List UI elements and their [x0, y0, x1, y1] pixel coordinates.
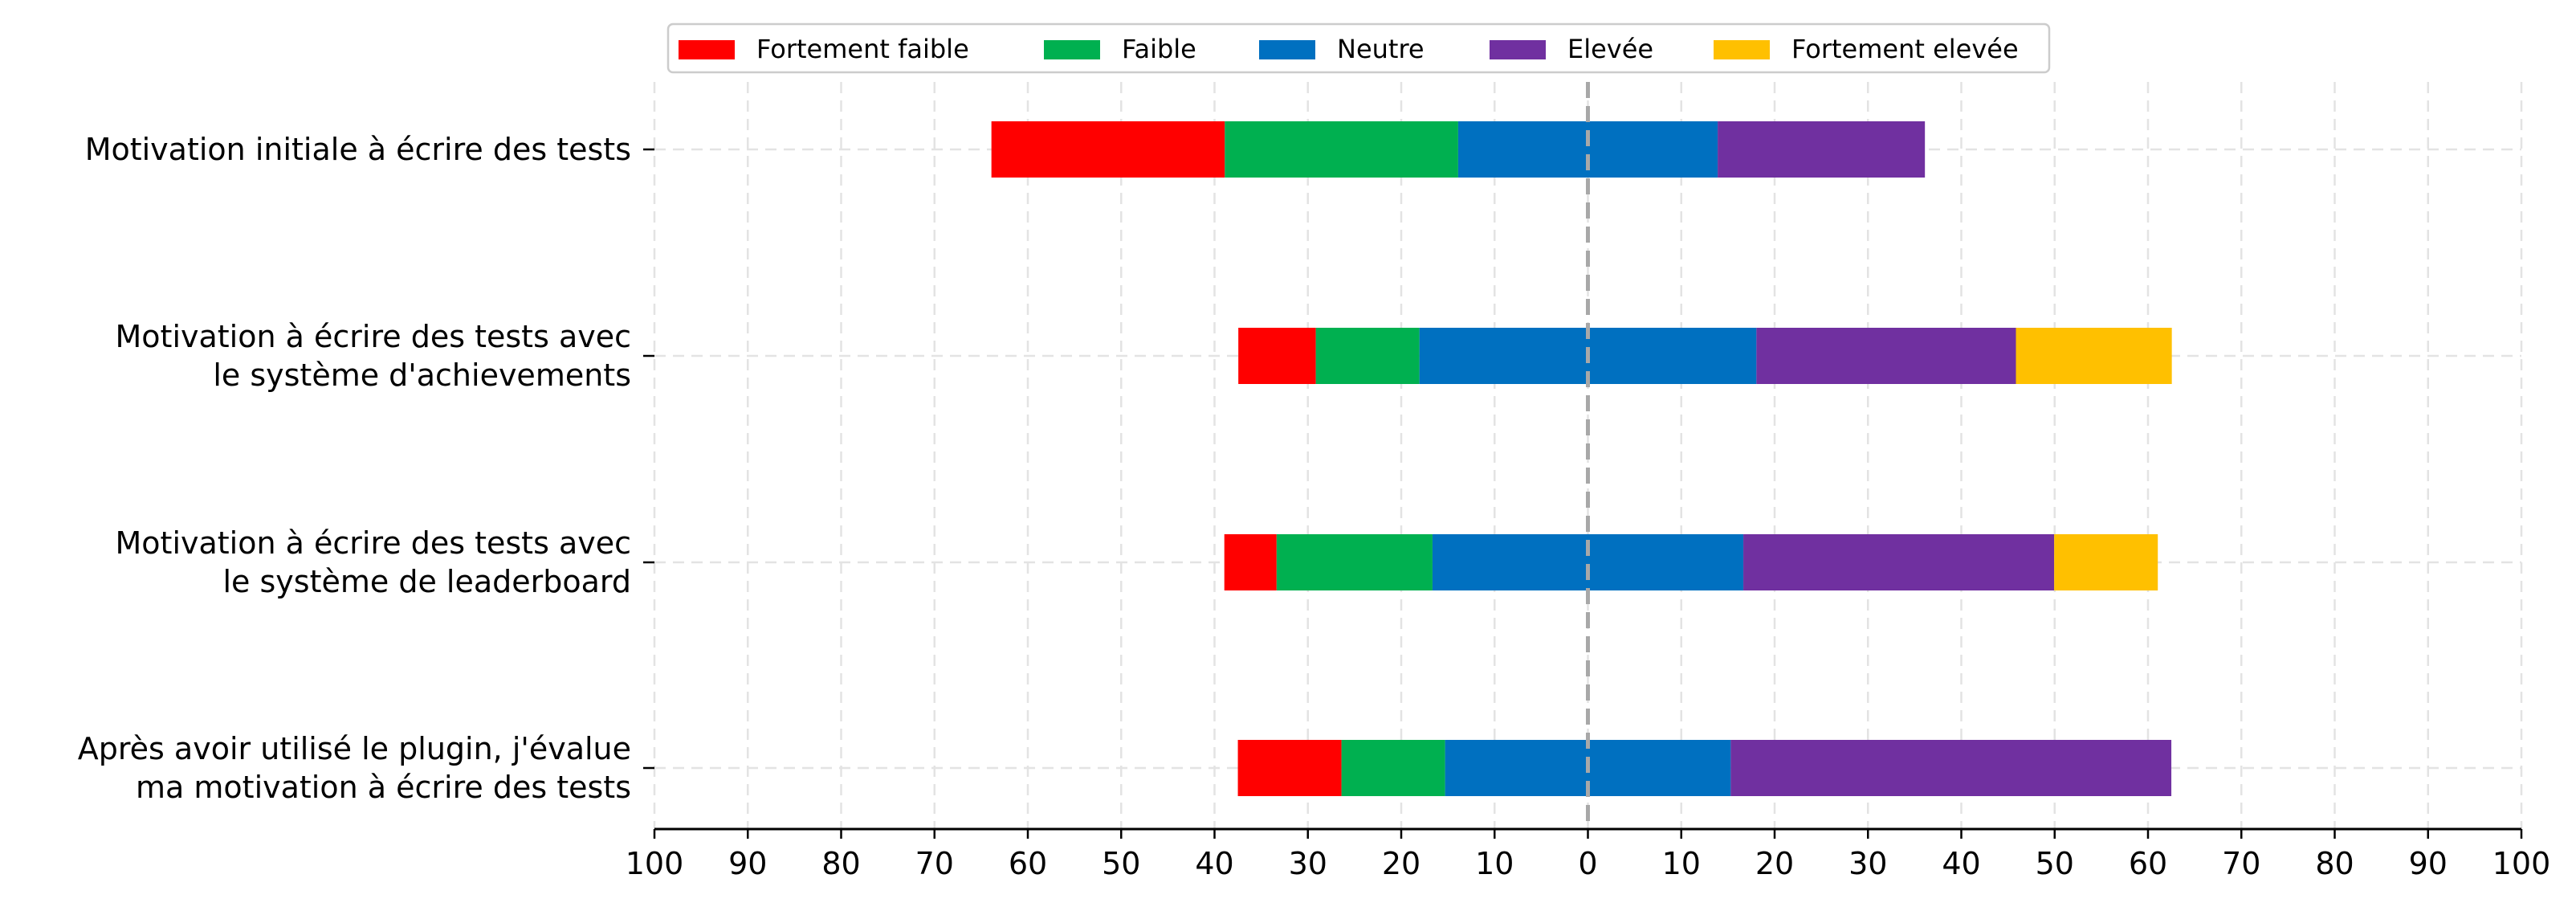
x-tick-label: 70 [2222, 846, 2260, 881]
bar-segment [1225, 121, 1458, 178]
legend-swatch [1044, 40, 1100, 59]
legend-label: Neutre [1337, 34, 1425, 64]
x-tick-label: 20 [1755, 846, 1794, 881]
bar-segment [1718, 121, 1926, 178]
bar-segment [1743, 534, 2055, 590]
x-tick-label: 80 [821, 846, 860, 881]
legend: Fortement faible Faible Neutre Elevée Fortem… [666, 22, 2051, 74]
x-tick-label: 90 [2409, 846, 2448, 881]
x-tick-label: 60 [2129, 846, 2167, 881]
bar-segment [1237, 740, 1342, 796]
x-tick-label: 50 [1102, 846, 1140, 881]
bar-segment [1224, 534, 1277, 590]
bar-segment [2016, 328, 2172, 384]
legend-swatch [679, 40, 735, 59]
category-label: le système d'achievements [213, 357, 631, 393]
x-tick-label: 10 [1662, 846, 1701, 881]
x-tick-label: 0 [1578, 846, 1597, 881]
axes: 100 90 80 70 60 50 40 30 20 10 0 10 20 30 40 50 60 70 80 90… [78, 132, 2551, 881]
x-tick-label: 40 [1942, 846, 1980, 881]
x-tick-label: 100 [2492, 846, 2551, 881]
x-tick-label: 50 [2036, 846, 2074, 881]
bar-segment [1756, 328, 2016, 384]
bar-segment [1238, 328, 1316, 384]
legend-frame [666, 22, 2051, 74]
bar-segment [991, 121, 1225, 178]
category-label: ma motivation à écrire des tests [136, 770, 631, 805]
legend-swatch [1490, 40, 1546, 59]
bar-segment [1315, 328, 1420, 384]
x-tick-label: 60 [1009, 846, 1047, 881]
x-tick-label: 80 [2315, 846, 2354, 881]
bars [991, 121, 2172, 796]
legend-label: Elevée [1567, 34, 1653, 64]
x-tick-label: 70 [915, 846, 954, 881]
category-label: Motivation à écrire des tests avec [116, 525, 631, 561]
bar-segment [1730, 740, 2172, 796]
bar-segment [1341, 740, 1445, 796]
category-label: Motivation à écrire des tests avec [116, 319, 631, 354]
x-tick-label: 40 [1195, 846, 1233, 881]
x-tick-label: 100 [626, 846, 684, 881]
legend-swatch [1259, 40, 1315, 59]
legend-label: Faible [1122, 34, 1196, 64]
bar-segment [1276, 534, 1433, 590]
category-label: Motivation initiale à écrire des tests [85, 132, 631, 167]
x-tick-label: 20 [1382, 846, 1420, 881]
category-label: le système de leaderboard [222, 564, 631, 599]
x-tick-label: 90 [728, 846, 767, 881]
bar-segment [2054, 534, 2158, 590]
category-label: Après avoir utilisé le plugin, j'évalue [78, 731, 631, 766]
legend-label: Fortement elevée [1791, 34, 2019, 64]
x-tick-label: 30 [1289, 846, 1327, 881]
legend-label: Fortement faible [756, 34, 969, 64]
x-tick-label: 30 [1848, 846, 1887, 881]
legend-swatch [1714, 40, 1770, 59]
x-tick-label: 10 [1475, 846, 1514, 881]
